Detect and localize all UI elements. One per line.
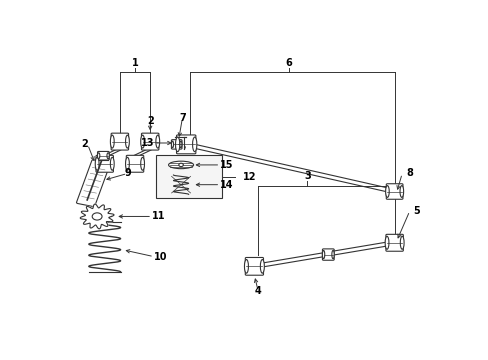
Ellipse shape bbox=[192, 137, 197, 152]
Text: 10: 10 bbox=[154, 252, 167, 262]
Text: 2: 2 bbox=[81, 139, 87, 149]
Ellipse shape bbox=[107, 153, 109, 159]
FancyBboxPatch shape bbox=[386, 184, 402, 199]
Text: 7: 7 bbox=[179, 113, 185, 123]
FancyBboxPatch shape bbox=[96, 155, 113, 172]
FancyBboxPatch shape bbox=[76, 160, 110, 207]
Ellipse shape bbox=[244, 260, 248, 273]
Ellipse shape bbox=[141, 157, 144, 170]
Ellipse shape bbox=[385, 186, 388, 197]
Ellipse shape bbox=[110, 157, 114, 170]
Ellipse shape bbox=[125, 135, 129, 148]
Text: 14: 14 bbox=[220, 180, 233, 190]
Text: 11: 11 bbox=[152, 211, 165, 221]
Ellipse shape bbox=[322, 251, 324, 259]
Circle shape bbox=[179, 163, 183, 167]
Ellipse shape bbox=[171, 141, 173, 148]
Ellipse shape bbox=[180, 141, 182, 148]
Circle shape bbox=[92, 213, 102, 220]
Text: 13: 13 bbox=[140, 138, 154, 148]
Ellipse shape bbox=[385, 236, 388, 249]
FancyBboxPatch shape bbox=[245, 257, 263, 275]
Ellipse shape bbox=[168, 161, 193, 169]
Text: 6: 6 bbox=[285, 58, 291, 68]
Text: 8: 8 bbox=[405, 168, 412, 179]
Text: 15: 15 bbox=[220, 160, 233, 170]
Ellipse shape bbox=[125, 157, 129, 170]
FancyBboxPatch shape bbox=[141, 133, 159, 150]
Polygon shape bbox=[80, 204, 114, 229]
Ellipse shape bbox=[95, 157, 99, 170]
Bar bbox=[156, 156, 222, 198]
Bar bbox=[176, 137, 184, 149]
FancyBboxPatch shape bbox=[111, 133, 128, 150]
Text: 2: 2 bbox=[146, 116, 153, 126]
FancyBboxPatch shape bbox=[176, 135, 196, 154]
Text: 3: 3 bbox=[304, 171, 310, 181]
FancyBboxPatch shape bbox=[126, 155, 143, 172]
Ellipse shape bbox=[399, 186, 403, 197]
Ellipse shape bbox=[110, 135, 114, 148]
FancyBboxPatch shape bbox=[97, 152, 109, 160]
Text: 9: 9 bbox=[124, 168, 131, 179]
Text: 5: 5 bbox=[413, 206, 420, 216]
Text: 4: 4 bbox=[254, 286, 261, 296]
Ellipse shape bbox=[141, 135, 144, 148]
Text: 12: 12 bbox=[243, 172, 256, 182]
Ellipse shape bbox=[331, 251, 333, 259]
Text: 1: 1 bbox=[131, 58, 138, 68]
FancyBboxPatch shape bbox=[322, 249, 333, 260]
FancyBboxPatch shape bbox=[385, 234, 403, 251]
Ellipse shape bbox=[175, 137, 180, 152]
Ellipse shape bbox=[156, 135, 159, 148]
FancyBboxPatch shape bbox=[171, 140, 182, 149]
Ellipse shape bbox=[400, 236, 403, 249]
Ellipse shape bbox=[97, 153, 100, 159]
Ellipse shape bbox=[260, 260, 264, 273]
